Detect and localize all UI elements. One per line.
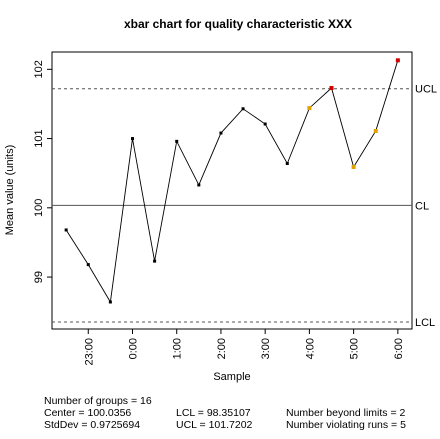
y-axis: 99 100 101 102 xyxy=(33,60,52,283)
data-point xyxy=(130,137,134,141)
cl-label: CL xyxy=(415,200,429,212)
stats-ucl: UCL = 101.7202 xyxy=(176,419,253,431)
stats-groups: Number of groups = 16 xyxy=(44,395,152,407)
y-tick-label: 100 xyxy=(33,199,45,217)
y-tick-label: 102 xyxy=(33,60,45,78)
ucl-label: UCL xyxy=(415,84,437,96)
data-point xyxy=(197,183,201,187)
x-tick-label: 1:00 xyxy=(172,338,184,359)
stats-stddev: StdDev = 0.9725694 xyxy=(44,419,141,431)
data-point xyxy=(241,107,245,111)
stats-center: Center = 100.0356 xyxy=(44,407,132,419)
x-tick-label: 4:00 xyxy=(304,338,316,359)
x-axis-label: Sample xyxy=(213,371,250,383)
data-point xyxy=(285,161,289,165)
data-point xyxy=(64,228,68,232)
x-tick-label: 5:00 xyxy=(349,338,361,359)
series-line xyxy=(65,60,399,304)
x-tick-label: 23:00 xyxy=(83,338,95,366)
y-tick-label: 101 xyxy=(33,129,45,147)
y-axis-label: Mean value (units) xyxy=(4,145,16,236)
lcl-label: LCL xyxy=(415,317,435,329)
data-point xyxy=(175,139,179,143)
data-point xyxy=(329,86,334,91)
y-tick-label: 99 xyxy=(33,271,45,283)
data-point xyxy=(263,122,267,126)
data-point xyxy=(373,128,378,133)
data-point xyxy=(395,58,400,63)
data-point xyxy=(351,164,356,169)
x-tick-label: 3:00 xyxy=(260,338,272,359)
x-tick-label: 2:00 xyxy=(216,338,228,359)
data-point xyxy=(219,131,223,135)
stats-violating-runs: Number violating runs = 5 xyxy=(286,419,406,431)
control-limits: UCL CL LCL xyxy=(52,84,437,329)
x-tick-label: 0:00 xyxy=(127,338,139,359)
x-axis: 23:00 0:00 1:00 2:00 3:00 4:00 5:00 6:00 xyxy=(83,329,405,366)
data-point xyxy=(153,259,157,263)
data-point xyxy=(307,106,312,111)
data-points xyxy=(64,58,400,304)
data-point xyxy=(86,263,90,267)
stats-beyond-limits: Number beyond limits = 2 xyxy=(286,407,406,419)
data-point xyxy=(108,300,112,304)
stats-lcl: LCL = 98.35107 xyxy=(176,407,251,419)
chart-title: xbar chart for quality characteristic XX… xyxy=(124,17,352,31)
plot-frame xyxy=(51,51,413,330)
x-tick-label: 6:00 xyxy=(393,338,405,359)
